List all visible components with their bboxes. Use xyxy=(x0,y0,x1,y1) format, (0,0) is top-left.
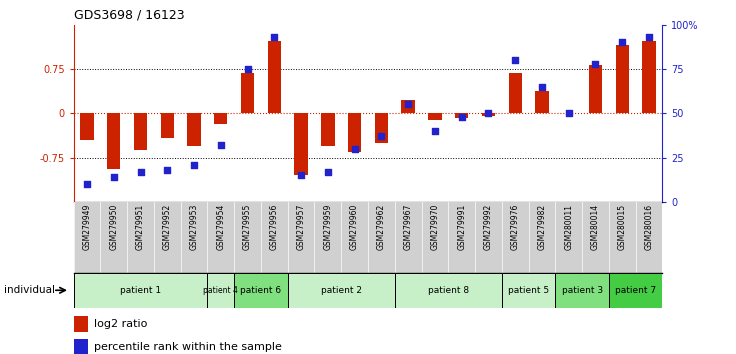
Text: GSM279952: GSM279952 xyxy=(163,204,171,250)
Point xyxy=(349,146,361,152)
Bar xyxy=(241,73,254,113)
Bar xyxy=(509,73,522,113)
Bar xyxy=(589,65,602,113)
Point xyxy=(643,34,655,40)
Bar xyxy=(482,113,495,116)
Bar xyxy=(160,113,174,138)
Text: patient 8: patient 8 xyxy=(428,286,469,295)
Point xyxy=(616,40,628,45)
Bar xyxy=(107,113,121,169)
Text: GSM280015: GSM280015 xyxy=(618,204,627,250)
Bar xyxy=(455,113,468,118)
Point xyxy=(135,169,146,175)
Text: patient 2: patient 2 xyxy=(321,286,361,295)
Text: GSM279970: GSM279970 xyxy=(431,204,439,250)
Point xyxy=(590,61,601,67)
Point xyxy=(375,133,387,139)
Bar xyxy=(74,273,208,308)
Bar xyxy=(535,91,548,113)
Point xyxy=(108,174,120,180)
Bar xyxy=(288,273,394,308)
Bar xyxy=(394,273,502,308)
Point xyxy=(563,110,575,116)
Text: GSM279957: GSM279957 xyxy=(297,204,305,250)
Text: GSM279956: GSM279956 xyxy=(270,204,279,250)
Point xyxy=(483,110,495,116)
Bar xyxy=(502,273,556,308)
Bar xyxy=(643,41,656,113)
Text: GSM279960: GSM279960 xyxy=(350,204,359,250)
Text: GSM279967: GSM279967 xyxy=(403,204,413,250)
Bar xyxy=(80,113,93,140)
Text: GSM279949: GSM279949 xyxy=(82,204,91,250)
Text: GSM279954: GSM279954 xyxy=(216,204,225,250)
Text: GDS3698 / 16123: GDS3698 / 16123 xyxy=(74,8,184,21)
Text: GSM279950: GSM279950 xyxy=(109,204,118,250)
Bar xyxy=(556,273,609,308)
Text: GSM279955: GSM279955 xyxy=(243,204,252,250)
Text: patient 1: patient 1 xyxy=(120,286,161,295)
Bar xyxy=(375,113,388,143)
Point xyxy=(161,167,173,173)
Point xyxy=(403,102,414,107)
Bar xyxy=(294,113,308,175)
Text: GSM280014: GSM280014 xyxy=(591,204,600,250)
Point xyxy=(429,128,441,134)
Bar xyxy=(74,339,88,354)
Point xyxy=(295,172,307,178)
Bar xyxy=(188,113,201,146)
Text: patient 6: patient 6 xyxy=(241,286,281,295)
Point xyxy=(215,142,227,148)
Text: GSM279951: GSM279951 xyxy=(136,204,145,250)
Point xyxy=(322,169,333,175)
Text: GSM279982: GSM279982 xyxy=(537,204,546,250)
Text: GSM280016: GSM280016 xyxy=(645,204,654,250)
Bar xyxy=(214,113,227,124)
Text: patient 4: patient 4 xyxy=(203,286,238,295)
Bar xyxy=(74,316,88,332)
Bar xyxy=(134,113,147,150)
Text: patient 7: patient 7 xyxy=(615,286,657,295)
Text: patient 5: patient 5 xyxy=(508,286,549,295)
Bar xyxy=(348,113,361,152)
Text: GSM279953: GSM279953 xyxy=(190,204,199,250)
Bar xyxy=(615,45,629,113)
Point xyxy=(188,162,200,167)
Text: log2 ratio: log2 ratio xyxy=(94,319,148,330)
Text: individual: individual xyxy=(4,285,54,295)
Text: GSM280011: GSM280011 xyxy=(565,204,573,250)
Text: GSM279959: GSM279959 xyxy=(323,204,333,250)
Text: patient 3: patient 3 xyxy=(562,286,603,295)
Text: GSM279992: GSM279992 xyxy=(484,204,493,250)
Text: GSM279976: GSM279976 xyxy=(511,204,520,250)
Bar xyxy=(401,100,415,113)
Bar xyxy=(321,113,335,146)
Point xyxy=(536,84,548,90)
Bar xyxy=(428,113,442,120)
Point xyxy=(509,57,521,63)
Point xyxy=(269,34,280,40)
Text: GSM279962: GSM279962 xyxy=(377,204,386,250)
Point xyxy=(241,66,253,72)
Bar xyxy=(609,273,662,308)
Point xyxy=(456,114,467,120)
Text: GSM279991: GSM279991 xyxy=(457,204,466,250)
Bar xyxy=(208,273,234,308)
Text: percentile rank within the sample: percentile rank within the sample xyxy=(94,342,282,353)
Bar xyxy=(268,41,281,113)
Bar xyxy=(234,273,288,308)
Point xyxy=(81,181,93,187)
